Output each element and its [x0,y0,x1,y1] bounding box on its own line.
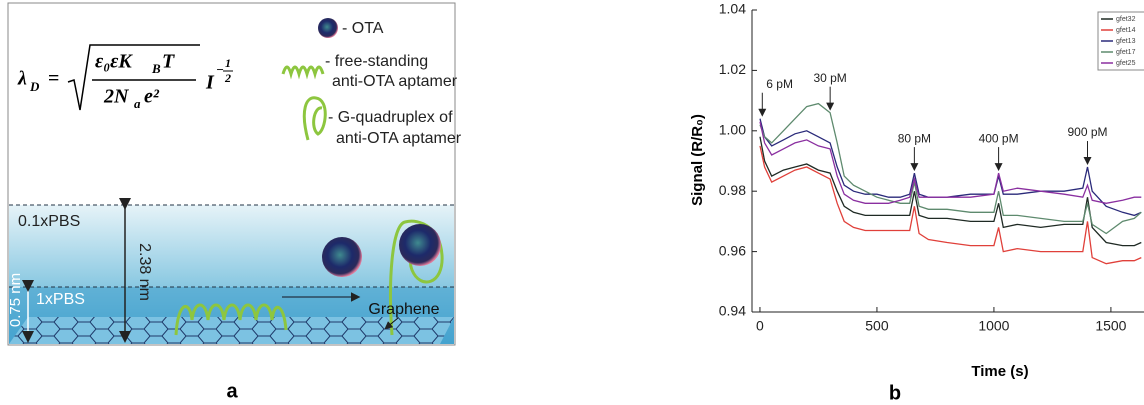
eq-part: B [151,61,161,76]
eq-part: 2 [224,71,231,85]
legend-text: anti-OTA aptamer [336,130,462,147]
legend-label: gfet25 [1116,60,1136,67]
series-line [760,104,1141,234]
buffer-label: 0.1xPBS [18,213,80,230]
y-tick-label: 0.94 [719,303,746,319]
distance-label: 2.38 nm [136,243,153,301]
distance-label: 0.75 nm [7,273,24,327]
eq-part: 2N [103,86,130,108]
eq-part: a [134,96,141,111]
legend-text: anti-OTA aptamer [332,73,458,90]
eq-part: − [216,62,224,77]
x-tick-label: 500 [865,318,889,334]
surface-label: Graphene [368,301,439,318]
legend-label: gfet13 [1116,38,1136,45]
series-line [760,146,1141,264]
eq-part: D [29,79,40,94]
panel-b: b Time (s) Signal (R/R₀) 0.94 0.96 0.98 1.0… [689,1,1144,405]
x-tick-label: 0 [756,318,764,334]
annotation: 6 pM [766,77,793,91]
legend-text: - OTA [342,20,384,37]
y-axis-title: Signal (R/R₀) [689,114,706,206]
buffer-label: 1xPBS [36,291,85,308]
ota-icon [318,18,338,38]
series-line [760,137,1141,246]
eq-part: = [48,68,59,90]
x-tick-label: 1500 [1095,318,1126,334]
legend-text: - G-quadruplex of [328,109,453,126]
panel-a: λ D = ε₀εK B T 2N a e² I − 1 2 - OTA - f… [7,3,462,402]
eq-part: ε₀εK [95,51,133,73]
panel-label: a [226,380,238,402]
y-tick-label: 1.04 [719,1,746,17]
legend-label: gfet32 [1116,16,1136,23]
eq-part: λ [17,68,27,90]
annotation: 30 pM [813,71,846,85]
legend-label: gfet17 [1116,49,1136,56]
eq-part: I [205,72,215,94]
eq-part: 1 [225,56,231,70]
legend-text: - free-standing [325,53,428,70]
graphene-lattice [9,317,454,344]
y-tick-label: 1.02 [719,61,746,77]
annotation: 400 pM [979,131,1019,145]
page: λ D = ε₀εK B T 2N a e² I − 1 2 - OTA - f… [0,0,1144,405]
figure: λ D = ε₀εK B T 2N a e² I − 1 2 - OTA - f… [0,0,1144,405]
eq-part: T [162,51,175,73]
x-tick-label: 1000 [978,318,1009,334]
y-tick-label: 0.98 [719,182,746,198]
y-tick-label: 1.00 [719,122,746,138]
ota-molecule [322,237,362,277]
annotation: 80 pM [898,131,931,145]
y-tick-label: 0.96 [719,242,746,258]
panel-label: b [889,382,901,404]
eq-part: e² [144,86,160,108]
legend-label: gfet14 [1116,27,1136,34]
x-axis-title: Time (s) [971,363,1028,380]
ota-molecule [399,224,441,266]
annotation: 900 pM [1067,125,1107,139]
